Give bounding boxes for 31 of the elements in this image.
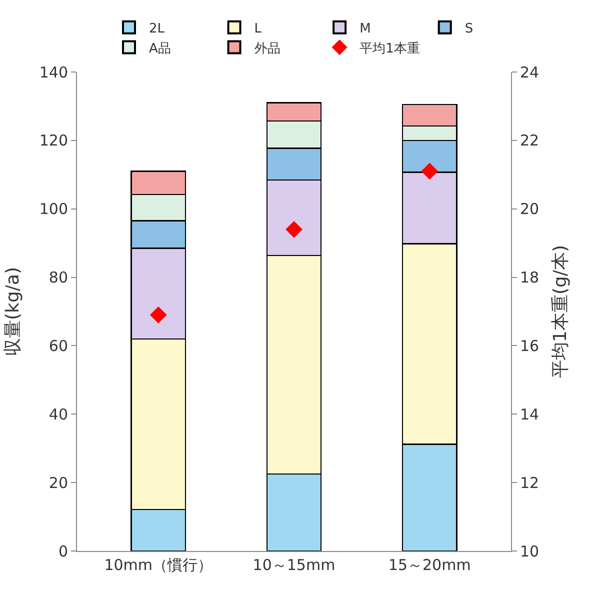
- legend-label: 平均1本重: [360, 41, 420, 56]
- y-axis-title: 収量(kg/a): [2, 267, 24, 356]
- y-tick-label: 40: [48, 405, 68, 424]
- point: [150, 306, 167, 324]
- y-tick-label: 100: [39, 200, 68, 218]
- legend-label: M: [360, 21, 371, 36]
- legend-label: L: [254, 21, 262, 36]
- y2-tick-label: 14: [520, 405, 540, 424]
- point: [286, 220, 302, 238]
- legend-label: S: [464, 21, 474, 36]
- x-tick-label: 10～15mm: [252, 556, 336, 574]
- y2-tick-label: 18: [520, 268, 540, 287]
- legend-label: 外品: [254, 41, 280, 56]
- y-tick-label: 60: [48, 336, 68, 355]
- legend-label: 2L: [149, 21, 166, 36]
- y-tick-label: 120: [39, 132, 68, 150]
- y2-tick-label: 22: [520, 132, 540, 150]
- y2-tick-label: 10: [520, 542, 540, 560]
- y-tick-label: 140: [39, 63, 68, 82]
- y-tick-label: 0: [58, 542, 68, 560]
- y-tick-label: 80: [48, 268, 68, 287]
- y2-tick-label: 24: [520, 63, 540, 82]
- y2-tick-label: 20: [520, 200, 540, 218]
- legend-label: A品: [149, 41, 171, 56]
- y-tick-label: 20: [48, 474, 68, 492]
- y2-tick-label: 16: [520, 336, 540, 355]
- point: [421, 162, 438, 180]
- y2-tick-label: 12: [520, 474, 540, 492]
- x-tick-label: 10mm（慣行）: [104, 556, 213, 574]
- x-tick-label: 15～20mm: [388, 556, 471, 574]
- y2-axis-title: 平均1本重(g/本): [550, 245, 572, 378]
